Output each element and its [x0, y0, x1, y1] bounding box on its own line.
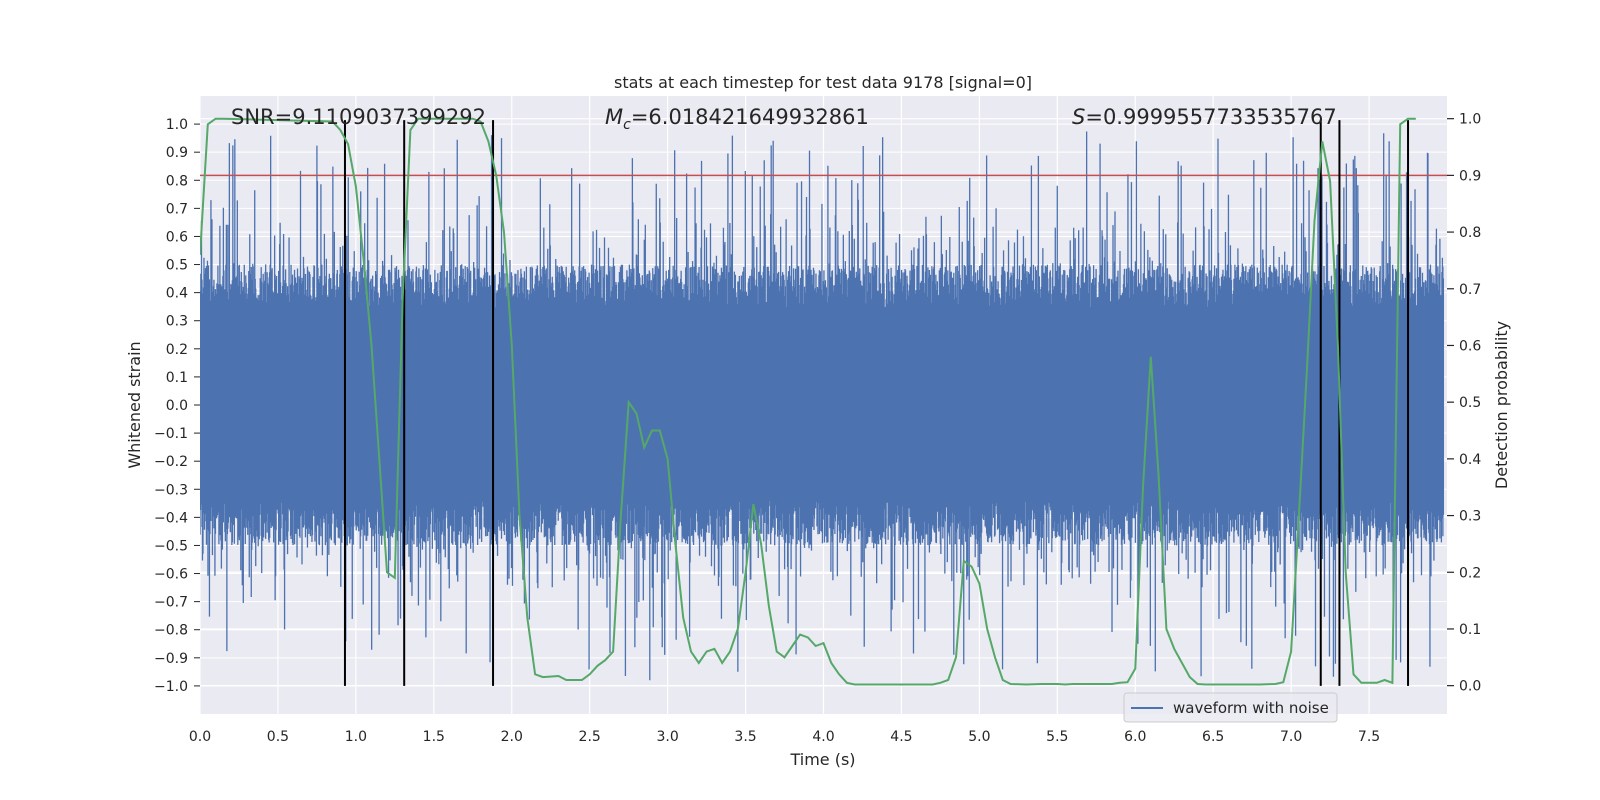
x-tick-label: 2.0	[501, 729, 523, 745]
y-right-tick-label: 0.3	[1459, 509, 1481, 525]
y-left-tick-label: 0.6	[166, 229, 188, 245]
x-axis-ticks: 0.0 0.5 1.0 1.5 2.0 2.5 3.0 3.5 4.0 4.5 5.0 5.5 6.0 6…	[189, 729, 1380, 745]
x-tick-label: 3.5	[734, 729, 756, 745]
score-annotation: S=0.9999557733535767	[1072, 105, 1337, 129]
y-left-tick-label: 0.2	[166, 342, 188, 358]
y-right-tick-label: 0.4	[1459, 452, 1481, 468]
vertical-markers	[343, 120, 1410, 686]
y-right-tick-label: 0.7	[1459, 282, 1481, 298]
s-value: =0.9999557733535767	[1085, 105, 1336, 129]
x-tick-label: 4.0	[812, 729, 834, 745]
x-axis-label: Time (s)	[789, 750, 855, 769]
x-tick-label: 5.5	[1046, 729, 1068, 745]
y-right-axis-ticks: 1.0 0.9 0.8 0.7 0.6 0.5 0.4 0.3 0.2 0.1 0.0	[1447, 112, 1481, 695]
mc-subscript: c	[623, 117, 631, 133]
x-tick-label: 0.0	[189, 729, 211, 745]
y-left-axis-ticks: 1.0 0.9 0.8 0.7 0.6 0.5 0.4 0.3 0.2 0.1 0.0 −0.1 −0.…	[154, 117, 200, 695]
y-left-axis-label: Whitened strain	[125, 341, 144, 468]
y-left-tick-label: −0.8	[154, 623, 188, 639]
y-left-tick-label: −1.0	[154, 679, 188, 695]
y-right-tick-label: 0.0	[1459, 679, 1481, 695]
x-tick-label: 7.0	[1280, 729, 1302, 745]
legend-label: waveform with noise	[1173, 699, 1329, 717]
s-symbol: S	[1072, 105, 1085, 129]
x-tick-label: 4.5	[890, 729, 912, 745]
y-left-tick-label: 0.1	[166, 370, 188, 386]
y-left-tick-label: −0.1	[154, 426, 188, 442]
y-left-tick-label: −0.7	[154, 595, 188, 611]
y-left-tick-label: 1.0	[166, 117, 188, 133]
x-tick-label: 6.0	[1124, 729, 1146, 745]
snr-annotation: SNR=9.1109037399292	[231, 105, 486, 129]
y-left-tick-label: −0.6	[154, 567, 188, 583]
y-left-tick-label: 0.8	[166, 173, 188, 189]
x-tick-label: 1.0	[345, 729, 367, 745]
y-right-tick-label: 0.9	[1459, 168, 1481, 184]
x-tick-label: 2.5	[579, 729, 601, 745]
y-left-tick-label: −0.3	[154, 482, 188, 498]
x-tick-label: 0.5	[267, 729, 289, 745]
y-right-tick-label: 0.8	[1459, 225, 1481, 241]
y-right-tick-label: 0.6	[1459, 338, 1481, 354]
y-left-tick-label: 0.5	[166, 258, 188, 274]
y-left-tick-label: −0.9	[154, 651, 188, 667]
y-right-tick-label: 0.5	[1459, 395, 1481, 411]
y-right-tick-label: 0.2	[1459, 565, 1481, 581]
y-left-tick-label: −0.2	[154, 454, 188, 470]
y-left-tick-label: 0.3	[166, 314, 188, 330]
y-right-axis-label: Detection probability	[1492, 321, 1511, 489]
y-right-tick-label: 0.1	[1459, 622, 1481, 638]
y-left-tick-label: 0.4	[166, 286, 188, 302]
y-left-tick-label: 0.0	[166, 398, 188, 414]
y-right-tick-label: 1.0	[1459, 112, 1481, 128]
probability-series	[200, 117, 1416, 686]
y-left-tick-label: −0.5	[154, 538, 188, 554]
y-left-tick-label: 0.9	[166, 145, 188, 161]
chirp-mass-annotation: Mc=6.018421649932861	[605, 105, 869, 133]
legend-box	[1123, 692, 1338, 723]
legend: waveform with noise	[1123, 692, 1338, 723]
mc-value: =6.018421649932861	[631, 105, 869, 129]
x-tick-label: 5.0	[968, 729, 990, 745]
y-left-tick-label: −0.4	[154, 510, 188, 526]
x-tick-label: 3.0	[656, 729, 678, 745]
x-tick-label: 6.5	[1202, 729, 1224, 745]
x-tick-label: 7.5	[1358, 729, 1380, 745]
mc-symbol: M	[605, 105, 623, 129]
chart-title: stats at each timestep for test data 917…	[614, 73, 1032, 92]
x-tick-label: 1.5	[423, 729, 445, 745]
y-left-tick-label: 0.7	[166, 201, 188, 217]
